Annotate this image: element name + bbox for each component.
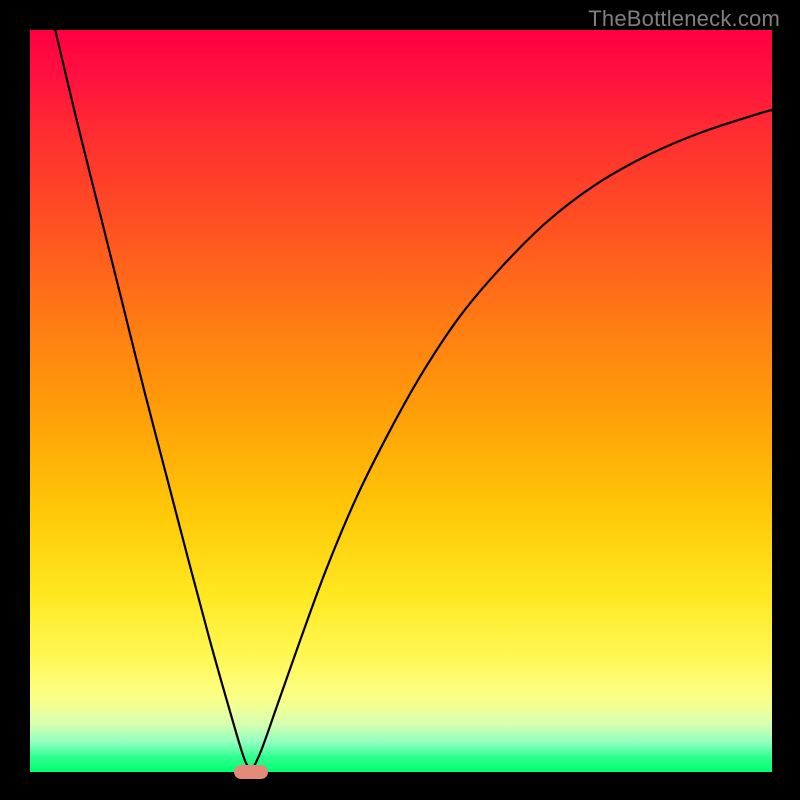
bottleneck-curve: [30, 30, 772, 772]
chart-frame: TheBottleneck.com: [0, 0, 800, 800]
plot-area: [30, 30, 772, 772]
watermark-text: TheBottleneck.com: [588, 6, 780, 32]
optimum-marker: [234, 765, 268, 779]
